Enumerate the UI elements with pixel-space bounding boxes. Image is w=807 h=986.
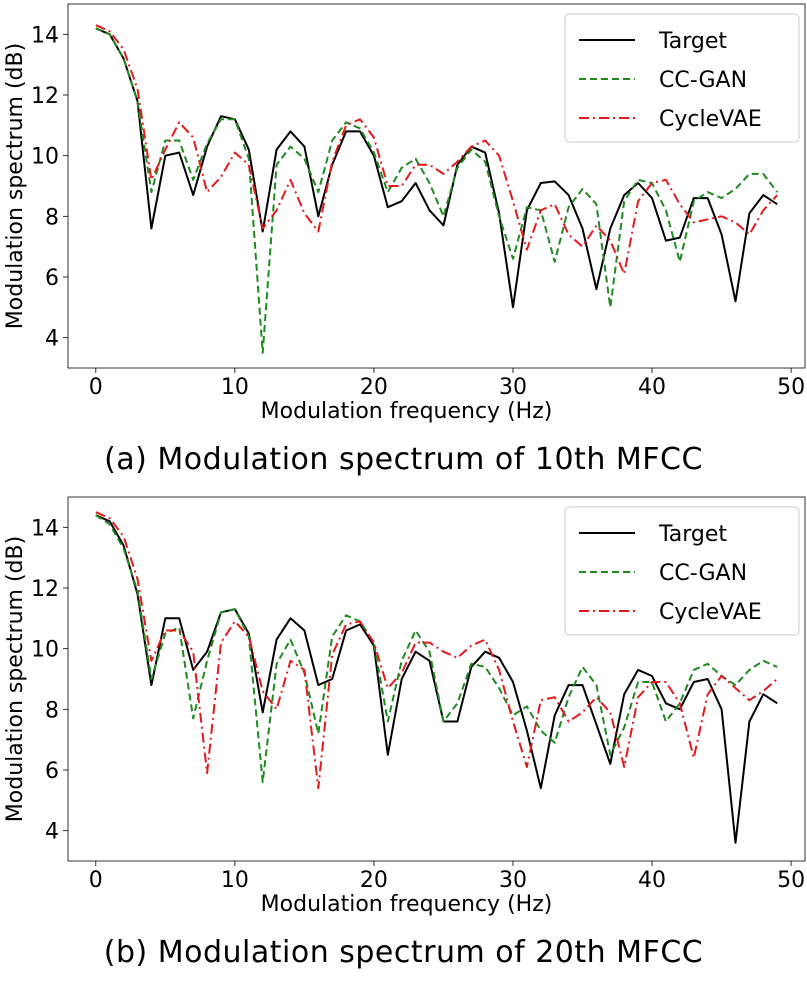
series-line-cc-gan (95, 514, 778, 784)
y-tick-label: 6 (45, 759, 59, 784)
plot-frame (67, 3, 806, 369)
legend-box (564, 506, 800, 636)
series-line-cyclevae (95, 24, 778, 275)
legend-label: CycleVAE (659, 107, 762, 132)
legend-label: CycleVAE (659, 600, 762, 625)
x-axis-title: Modulation frequency (Hz) (261, 892, 553, 917)
x-tick-label: 20 (360, 375, 388, 400)
chart-panel-a: 0 10 20 30 40 50 4 6 8 10 12 14 Modulation frequency… (3, 3, 806, 477)
x-tick-label: 10 (221, 375, 249, 400)
y-tick-label: 10 (31, 145, 59, 170)
x-tick-label: 10 (221, 868, 249, 893)
y-tick-label: 14 (31, 516, 59, 541)
chart-a-caption: (a) Modulation spectrum of 10th MFCC (104, 442, 703, 477)
x-tick-label: 20 (360, 868, 388, 893)
legend-box (564, 13, 800, 143)
series-line-target (95, 514, 778, 844)
y-tick-label: 4 (45, 327, 59, 352)
y-tick-label: 10 (31, 638, 59, 663)
plot-frame (67, 496, 806, 862)
series-line-cyclevae (95, 511, 778, 790)
x-tick-label: 0 (89, 375, 103, 400)
x-tick-label: 30 (499, 375, 527, 400)
y-tick-label: 8 (45, 205, 59, 230)
legend-label: CC-GAN (659, 68, 747, 93)
x-tick-label: 40 (638, 375, 666, 400)
y-axis-title: Modulation spectrum (dB) (3, 536, 28, 822)
series-line-target (95, 27, 778, 309)
x-axis-title: Modulation frequency (Hz) (261, 399, 553, 424)
x-tick-label: 30 (499, 868, 527, 893)
y-tick-label: 12 (31, 84, 59, 109)
chart-b-svg: 0 10 20 30 40 50 4 6 8 10 12 14 Modulation frequency… (3, 496, 806, 917)
series-line-cc-gan (95, 27, 778, 354)
y-tick-label: 4 (45, 820, 59, 845)
y-tick-label: 14 (31, 23, 59, 48)
x-tick-label: 0 (89, 868, 103, 893)
x-tick-label: 50 (777, 375, 805, 400)
y-tick-label: 8 (45, 698, 59, 723)
y-axis-title: Modulation spectrum (dB) (3, 43, 28, 329)
x-tick-label: 40 (638, 868, 666, 893)
legend-label: Target (658, 522, 727, 547)
legend-label: CC-GAN (659, 561, 747, 586)
y-tick-label: 12 (31, 577, 59, 602)
legend-label: Target (658, 29, 727, 54)
chart-b-caption: (b) Modulation spectrum of 20th MFCC (103, 935, 704, 970)
chart-a-svg: 0 10 20 30 40 50 4 6 8 10 12 14 Modulation frequency… (3, 3, 806, 424)
y-tick-label: 6 (45, 266, 59, 291)
x-tick-label: 50 (777, 868, 805, 893)
chart-panel-b: 0 10 20 30 40 50 4 6 8 10 12 14 Modulation frequency… (0, 493, 807, 986)
